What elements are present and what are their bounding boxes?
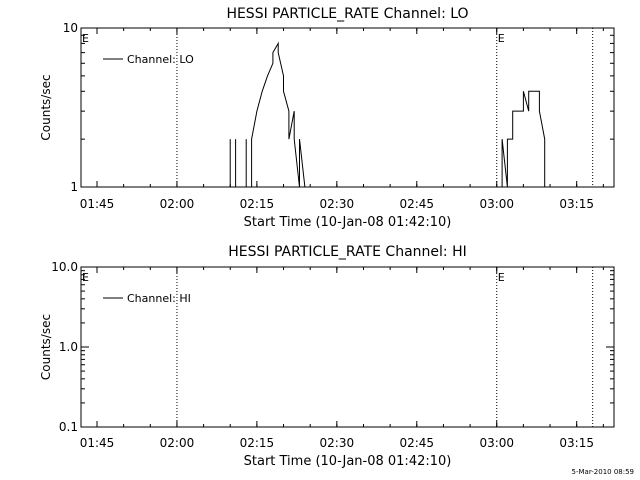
- x-tick-label: 02:45: [399, 436, 434, 450]
- event-marker-label: E: [498, 271, 505, 284]
- event-marker-label: E: [82, 32, 89, 45]
- event-marker-label: E: [82, 271, 89, 284]
- y-tick-label: 1: [70, 180, 78, 194]
- x-axis-label: Start Time (10-Jan-08 01:42:10): [244, 454, 452, 469]
- x-tick-label: 02:00: [160, 436, 195, 450]
- x-tick-label: 01:45: [80, 436, 115, 450]
- generation-timestamp: 5-Mar-2010 08:59: [571, 468, 634, 476]
- y-tick-label: 10.0: [51, 260, 78, 274]
- plot-frame: [80, 266, 615, 428]
- x-tick-label: 03:00: [479, 197, 514, 211]
- x-tick-label: 03:15: [559, 197, 594, 211]
- x-tick-label: 02:15: [240, 197, 275, 211]
- y-tick-label: 1.0: [59, 340, 78, 354]
- y-tick-label: 0.1: [59, 420, 78, 434]
- x-tick-label: 03:00: [479, 436, 514, 450]
- x-tick-label: 02:45: [399, 197, 434, 211]
- x-tick-label: 02:15: [240, 436, 275, 450]
- legend-label: Channel: HI: [127, 292, 191, 305]
- series-line: [229, 41, 546, 188]
- x-tick-label: 02:00: [160, 197, 195, 211]
- legend-label: Channel: LO: [127, 53, 194, 66]
- y-tick-label: 10: [63, 21, 78, 35]
- x-tick-label: 02:30: [320, 197, 355, 211]
- x-tick-label: 01:45: [80, 197, 115, 211]
- event-marker-label: E: [498, 32, 505, 45]
- x-tick-label: 02:30: [320, 436, 355, 450]
- chart-title: HESSI PARTICLE_RATE Channel: HI: [228, 244, 466, 260]
- plot-frame: [80, 27, 615, 188]
- y-axis-label: Counts/sec: [39, 314, 53, 380]
- y-axis-label: Counts/sec: [39, 74, 53, 140]
- chart-title: HESSI PARTICLE_RATE Channel: LO: [226, 6, 468, 22]
- x-axis-label: Start Time (10-Jan-08 01:42:10): [244, 215, 452, 230]
- x-tick-label: 03:15: [559, 436, 594, 450]
